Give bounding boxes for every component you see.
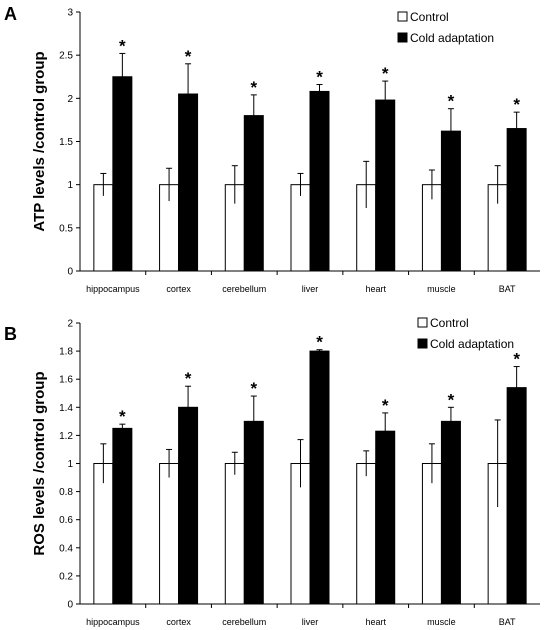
legend-label: Cold adaptation xyxy=(410,31,494,45)
bar-cold-adaptation xyxy=(112,76,133,272)
legend-swatch-control xyxy=(397,11,408,22)
significance-star: * xyxy=(119,36,126,55)
legend-swatch-cold-adaptation xyxy=(397,32,408,43)
bar-cold-adaptation xyxy=(243,115,264,272)
legend-label: Control xyxy=(410,10,449,24)
panel-label: B xyxy=(4,324,17,344)
y-tick-label: 2 xyxy=(67,94,73,105)
bar-cold-adaptation xyxy=(112,427,133,605)
bar-control xyxy=(93,463,114,605)
y-tick-label: 2 xyxy=(67,319,73,330)
category-label: cortex xyxy=(166,284,191,294)
category-label: BAT xyxy=(499,617,516,627)
y-tick-label: 1.2 xyxy=(59,431,73,442)
legend-label: Control xyxy=(430,316,469,330)
significance-star: * xyxy=(316,68,323,87)
significance-star: * xyxy=(316,333,323,352)
y-tick-label: 2.5 xyxy=(59,51,73,62)
category-label: muscle xyxy=(427,284,456,294)
y-tick-label: 0.4 xyxy=(59,543,73,554)
y-tick-label: 0 xyxy=(67,600,73,611)
y-tick-label: 0 xyxy=(67,267,73,278)
bar-cold-adaptation xyxy=(375,99,396,272)
bar-control xyxy=(356,463,377,605)
category-label: BAT xyxy=(499,284,516,294)
significance-star: * xyxy=(448,390,455,409)
bar-cold-adaptation xyxy=(178,406,199,605)
panel-label: A xyxy=(4,4,17,24)
bar-cold-adaptation xyxy=(309,90,330,272)
significance-star: * xyxy=(185,369,192,388)
category-label: heart xyxy=(365,617,386,627)
y-tick-label: 1.4 xyxy=(59,403,73,414)
legend-swatch-control xyxy=(417,317,428,328)
category-label: heart xyxy=(365,284,386,294)
legend-label: Cold adaptation xyxy=(430,337,514,351)
y-tick-label: 1.5 xyxy=(59,137,73,148)
category-label: hippocampus xyxy=(86,284,140,294)
y-tick-label: 0.5 xyxy=(59,223,73,234)
y-tick-label: 1 xyxy=(67,459,73,470)
y-tick-label: 1 xyxy=(67,180,73,191)
y-tick-label: 0.6 xyxy=(59,515,73,526)
bar-control xyxy=(93,184,114,272)
category-label: liver xyxy=(302,284,319,294)
y-tick-label: 0.2 xyxy=(59,571,73,582)
bar-control xyxy=(159,463,180,605)
significance-star: * xyxy=(250,379,257,398)
bar-control xyxy=(290,184,311,272)
y-tick-label: 0.8 xyxy=(59,487,73,498)
category-label: muscle xyxy=(427,617,456,627)
bar-cold-adaptation xyxy=(506,387,527,605)
bar-cold-adaptation xyxy=(506,128,527,272)
significance-star: * xyxy=(185,47,192,66)
category-label: hippocampus xyxy=(86,617,140,627)
category-label: liver xyxy=(302,617,319,627)
y-tick-label: 1.8 xyxy=(59,347,73,358)
legend-swatch-cold-adaptation xyxy=(417,338,428,349)
category-label: cerebellum xyxy=(222,617,266,627)
y-axis-label: ATP levels /control group xyxy=(31,51,48,231)
category-label: cerebellum xyxy=(222,284,266,294)
significance-star: * xyxy=(382,64,389,83)
bar-control xyxy=(421,463,442,605)
bar-cold-adaptation xyxy=(440,420,461,605)
bar-cold-adaptation xyxy=(309,350,330,605)
y-tick-label: 3 xyxy=(67,8,73,19)
bar-cold-adaptation xyxy=(243,420,264,605)
significance-star: * xyxy=(513,95,520,114)
chart-panel-b: B ROS levels /control group 0 0.2 0.4 0.6 0.8 1… xyxy=(4,316,540,627)
significance-star: * xyxy=(382,396,389,415)
significance-star: * xyxy=(119,407,126,426)
y-tick-label: 1.6 xyxy=(59,375,73,386)
category-label: cortex xyxy=(166,617,191,627)
significance-star: * xyxy=(250,78,257,97)
y-axis-label: ROS levels /control group xyxy=(31,371,48,555)
chart-panel-a: A ATP levels /control group 0 0.5 1 1.5 2 2.5 3 *… xyxy=(4,4,540,294)
significance-star: * xyxy=(513,350,520,369)
bar-control xyxy=(224,463,245,605)
bar-cold-adaptation xyxy=(375,430,396,605)
significance-star: * xyxy=(448,92,455,111)
